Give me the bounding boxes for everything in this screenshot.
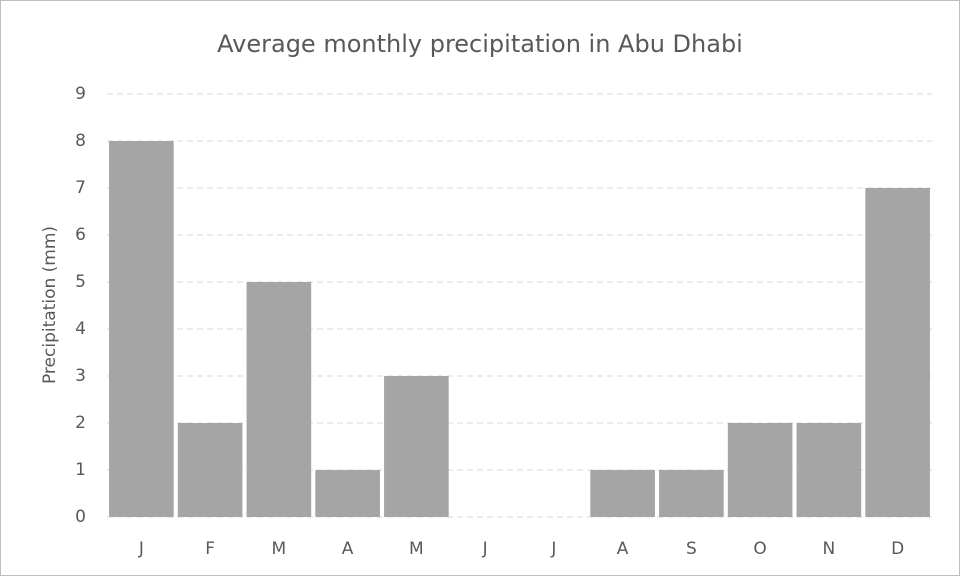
y-tick-label: 8 bbox=[75, 131, 86, 151]
bar bbox=[865, 188, 930, 517]
y-tick-label: 5 bbox=[75, 272, 86, 292]
bar bbox=[109, 141, 174, 517]
x-tick-label: A bbox=[342, 539, 354, 559]
bar bbox=[315, 470, 380, 517]
bar bbox=[590, 470, 655, 517]
y-tick-label: 3 bbox=[75, 366, 86, 386]
x-tick-label: M bbox=[272, 539, 287, 559]
y-tick-label: 2 bbox=[75, 413, 86, 433]
x-tick-label: S bbox=[686, 539, 697, 559]
x-tick-label: J bbox=[550, 539, 556, 559]
y-tick-label: 4 bbox=[75, 319, 86, 339]
bar bbox=[246, 282, 312, 517]
y-tick-label: 1 bbox=[75, 460, 86, 480]
x-tick-label: F bbox=[205, 539, 215, 559]
x-tick-label: O bbox=[753, 539, 766, 559]
bar bbox=[384, 376, 449, 517]
bar bbox=[796, 423, 862, 517]
x-tick-label: J bbox=[138, 539, 144, 559]
chart-title: Average monthly precipitation in Abu Dha… bbox=[217, 30, 743, 58]
y-axis-label: Precipitation (mm) bbox=[40, 226, 60, 384]
bar bbox=[177, 423, 243, 517]
y-tick-label: 0 bbox=[75, 507, 86, 527]
x-tick-label: A bbox=[617, 539, 629, 559]
y-tick-label: 9 bbox=[75, 84, 86, 104]
x-tick-label: N bbox=[823, 539, 836, 559]
bar bbox=[659, 470, 724, 517]
y-tick-label: 7 bbox=[75, 178, 86, 198]
x-tick-label: D bbox=[891, 539, 904, 559]
y-tick-label: 6 bbox=[75, 225, 86, 245]
bar bbox=[727, 423, 793, 517]
x-tick-label: J bbox=[482, 539, 488, 559]
x-tick-label: M bbox=[409, 539, 424, 559]
